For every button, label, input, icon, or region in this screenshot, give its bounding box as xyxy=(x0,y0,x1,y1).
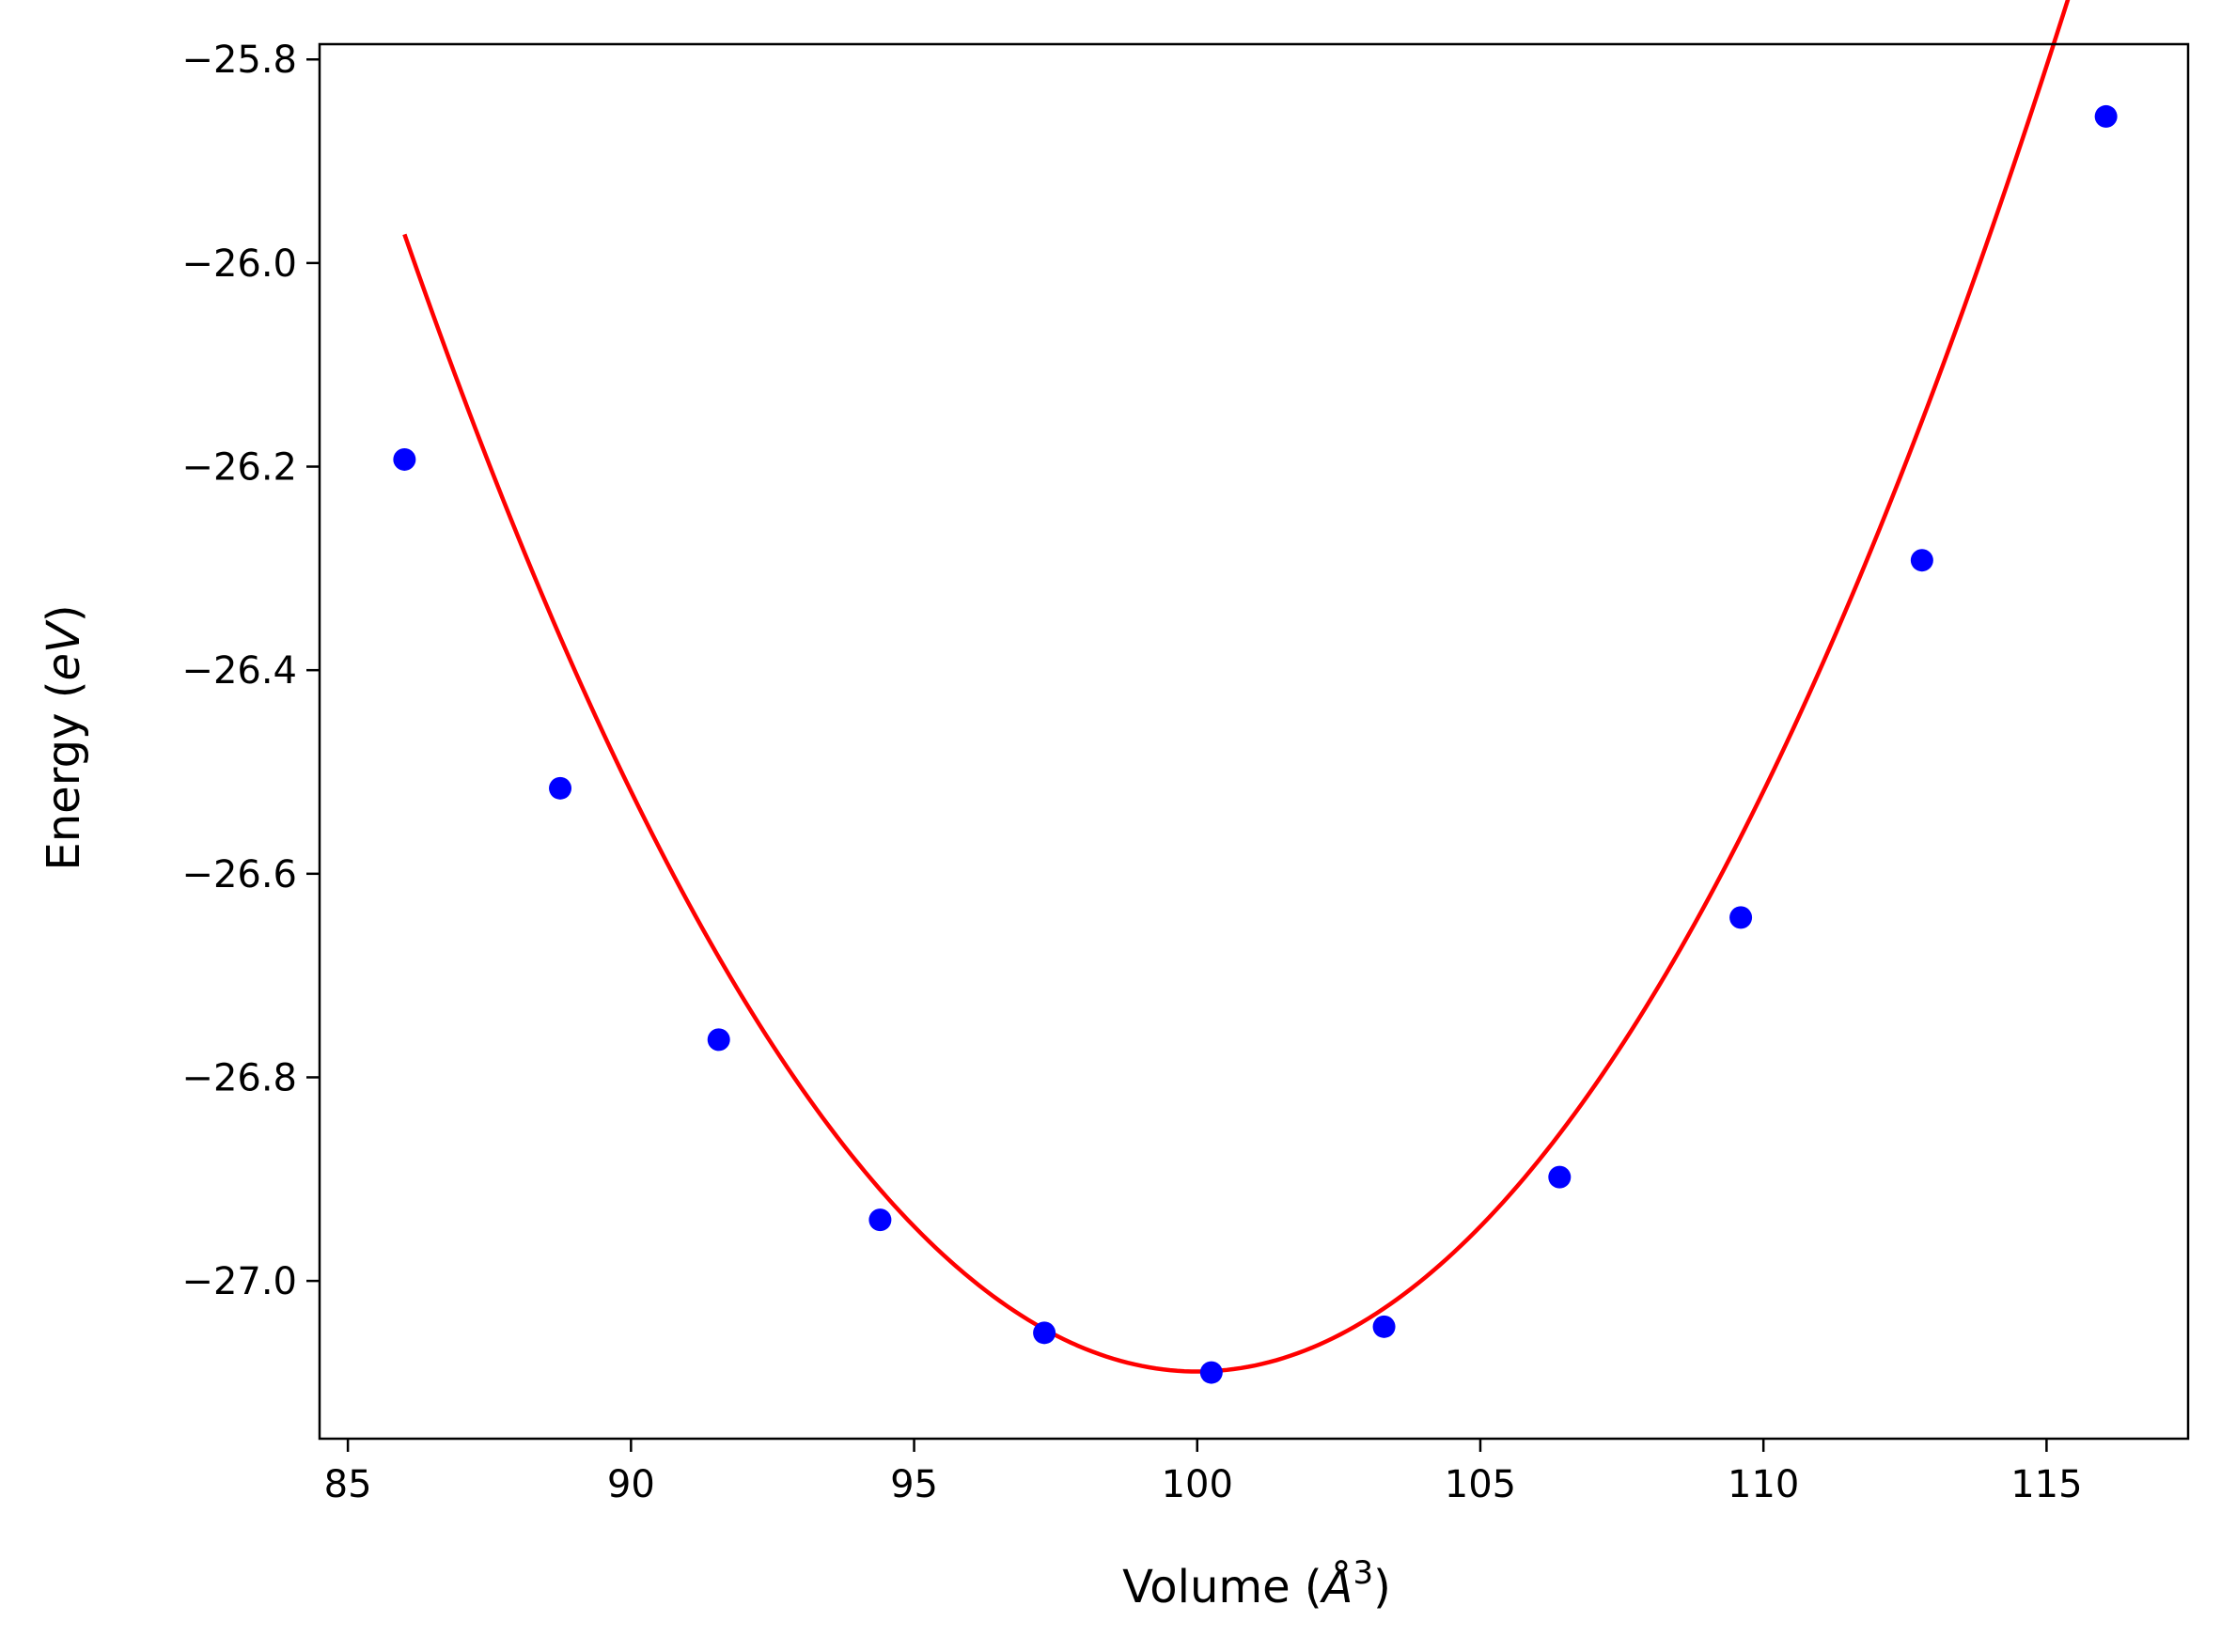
data-point xyxy=(868,1208,892,1232)
x-axis-label-superscript: 3 xyxy=(1353,1554,1373,1592)
y-tick-label: −26.2 xyxy=(181,446,297,490)
y-tick-label: −26.6 xyxy=(181,853,297,896)
fit-line-layer xyxy=(402,0,2071,1374)
x-tick-label: 115 xyxy=(2010,1463,2082,1506)
x-tick-label: 90 xyxy=(607,1463,655,1506)
y-tick-label: −27.0 xyxy=(181,1260,297,1303)
y-axis-label-prefix: Energy ( xyxy=(38,681,90,871)
data-point xyxy=(393,447,416,471)
y-axis-label-unit: eV xyxy=(38,619,90,681)
plot-frame xyxy=(318,42,2190,1441)
data-point xyxy=(1910,549,1933,572)
x-tick-label: 105 xyxy=(1445,1463,1516,1506)
x-tick-label: 110 xyxy=(1728,1463,1799,1506)
x-axis-label-prefix: Volume ( xyxy=(1122,1561,1322,1613)
plot-area xyxy=(320,44,2188,1439)
data-point xyxy=(1372,1315,1396,1338)
data-point xyxy=(1729,906,1753,929)
x-tick-label: 100 xyxy=(1162,1463,1233,1506)
data-point xyxy=(707,1028,730,1052)
data-point xyxy=(1199,1361,1223,1384)
data-point xyxy=(1548,1165,1572,1189)
data-point xyxy=(549,776,572,800)
x-tick-label: 85 xyxy=(324,1463,372,1506)
x-axis-label: Volume (Å3) xyxy=(1122,1554,1391,1613)
y-axis-label: Energy (eV) xyxy=(38,604,90,870)
x-axis-label-suffix: ) xyxy=(1373,1561,1391,1613)
x-tick-label: 95 xyxy=(890,1463,938,1506)
x-axis-ticks: 85 90 95 100 105 110 115 xyxy=(324,1439,2083,1506)
x-axis-label-symbol: Å xyxy=(1320,1560,1353,1613)
fit-curve xyxy=(402,0,2071,1374)
data-point xyxy=(2094,104,2118,128)
data-points-layer xyxy=(393,104,2118,1384)
y-axis-ticks: −25.8 −26.0 −26.2 −26.4 −26.6 −26.8 −27.0 xyxy=(181,39,320,1303)
y-tick-label: −25.8 xyxy=(181,39,297,82)
y-axis-label-suffix: ) xyxy=(38,604,90,622)
data-point xyxy=(1033,1321,1056,1345)
y-tick-label: −26.4 xyxy=(181,649,297,693)
y-tick-label: −26.8 xyxy=(181,1056,297,1099)
y-tick-label: −26.0 xyxy=(181,242,297,286)
